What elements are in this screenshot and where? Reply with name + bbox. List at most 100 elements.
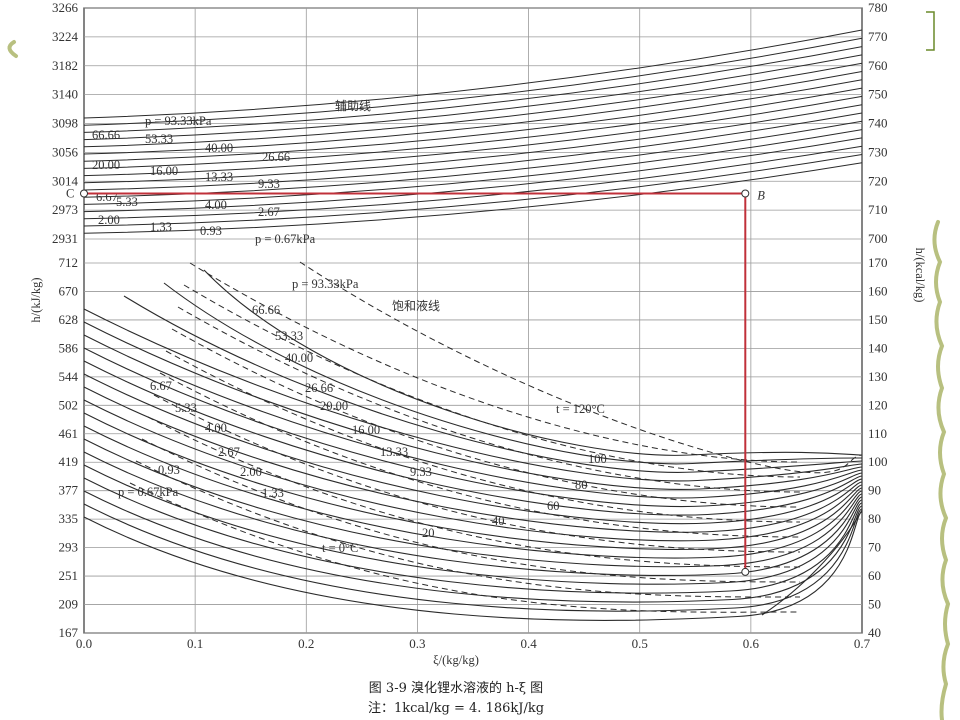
y-tick-label: 628 [59,312,79,327]
lower-pressure-label: 0.93 [158,463,180,477]
right-vine-decoration [932,220,951,720]
upper-pressure-label: 66.66 [92,128,120,142]
lower-pressure-label: 26.66 [305,381,333,395]
pressure-dashed-curve [129,482,801,613]
temperature-label: 80 [575,478,588,492]
auxiliary-pressure-curve [83,112,863,191]
point-b-marker [741,189,750,198]
x-tick-label: 0.0 [76,636,92,651]
pressure-dashed-curve [171,328,801,508]
right-tick-label: 100 [868,454,888,469]
lower-pressure-label: 16.00 [352,423,380,437]
left-vine-decoration [7,40,18,58]
y-tick-label: 3098 [52,116,78,131]
temperature-label: 40 [492,514,505,528]
upper-pressure-label: 53.33 [145,132,173,146]
lower-pressure-label: 20.00 [320,399,348,413]
isotherm-curve [83,308,863,482]
auxiliary-pressure-curve [83,129,863,205]
auxiliary-pressure-curve [83,137,863,213]
isotherm-curve [83,360,863,516]
x-tick-label: 0.2 [298,636,314,651]
isotherm-curve [123,295,863,473]
upper-pressure-label: 2.67 [258,205,280,219]
isotherm-curve [83,425,863,559]
isotherm-curve [83,438,863,568]
right-tick-label: 710 [868,202,888,217]
isotherm-curve [83,451,863,576]
upper-pressure-label: 9.33 [258,177,280,191]
lower-pressure-label: 9.33 [410,465,432,479]
upper-pressure-label: 5.33 [116,195,138,209]
isotherm-curve [83,373,863,525]
y-tick-label: 670 [59,283,79,298]
y-tick-label: 167 [59,625,79,640]
figure-note: 注：1kcal/kg = 4. 186kJ/kg [368,701,544,716]
x-tick-label: 0.7 [854,636,871,651]
figure-caption: 图 3-9 溴化锂水溶液的 h-ξ 图 [369,680,543,696]
isotherm-curve [83,511,863,621]
y-tick-label: 502 [59,397,79,412]
point-b-label: B [757,188,765,202]
right-tick-label: 170 [868,255,888,270]
right-tick-label: 730 [868,144,888,159]
isotherm-curve [83,321,863,490]
upper-pressure-label: p = 93.33kPa [145,114,212,128]
auxiliary-pressure-curve [83,79,863,162]
isotherm-curve [83,477,863,594]
isotherm-curve [83,464,863,585]
isotherm-curve [163,282,863,465]
pressure-dashed-curve [165,350,801,523]
pressure-dashed-curve [135,460,801,598]
isotherm-curve [83,399,863,542]
lower-pressure-label: p = 0.67kPa [118,485,179,499]
temperature-label: 20 [422,526,435,540]
upper-pressure-label: 1.33 [150,220,172,234]
auxiliary-pressure-curve [83,54,863,141]
right-tick-label: 780 [868,0,888,15]
temperature-label: t = 0°C [322,541,358,555]
isotherm-curve [83,412,863,550]
upper-pressure-label: 13.33 [205,170,233,184]
auxiliary-pressure-curve [83,154,863,227]
right-tick-label: 80 [868,511,881,526]
isotherm-curve [83,386,863,533]
saturated-liquid-curve [299,261,863,474]
pressure-dashed-curve [189,262,801,463]
auxiliary-pressure-curve [83,46,863,133]
auxiliary-pressure-curve [83,104,863,184]
right-tick-label: 50 [868,597,881,612]
right-tick-label: 120 [868,397,888,412]
lower-pressure-label: 2.67 [218,445,240,459]
y-tick-label: 3140 [52,87,78,102]
lower-pressure-label: 66.66 [252,303,280,317]
y-tick-label: 3266 [52,0,79,15]
auxiliary-pressure-curve [83,62,863,148]
lower-pressure-label: 13.33 [380,445,408,459]
isotherm-curve [83,334,863,499]
isotherm-curve [83,347,863,508]
auxiliary-pressure-curve [83,71,863,155]
pressure-dashed-curve [177,306,801,493]
lower-pressure-label: 53.33 [275,329,303,343]
pressure-dashed-curve [159,372,801,538]
point-lower-marker [741,567,750,576]
y-tick-label: 377 [59,483,79,498]
y-tick-label: 3056 [52,144,79,159]
point-c-marker [80,189,88,198]
x-tick-label: 0.6 [743,636,760,651]
pressure-dashed-curve [153,394,801,553]
temperature-label: 100 [588,452,607,466]
right-tick-label: 160 [868,283,888,298]
y-tick-label: 335 [59,511,79,526]
lower-pressure-label: 6.67 [150,379,172,393]
x-tick-label: 0.1 [187,636,203,651]
y-tick-label: 3224 [52,29,79,44]
auxiliary-pressure-curve [83,95,863,177]
auxiliary-line-label: 辅助线 [335,99,371,113]
y-tick-label: 3182 [52,58,78,73]
crystallization-curve [761,509,863,616]
y-tick-label: 712 [59,255,79,270]
upper-pressure-label: 26.66 [262,150,290,164]
right-tick-label: 720 [868,173,888,188]
